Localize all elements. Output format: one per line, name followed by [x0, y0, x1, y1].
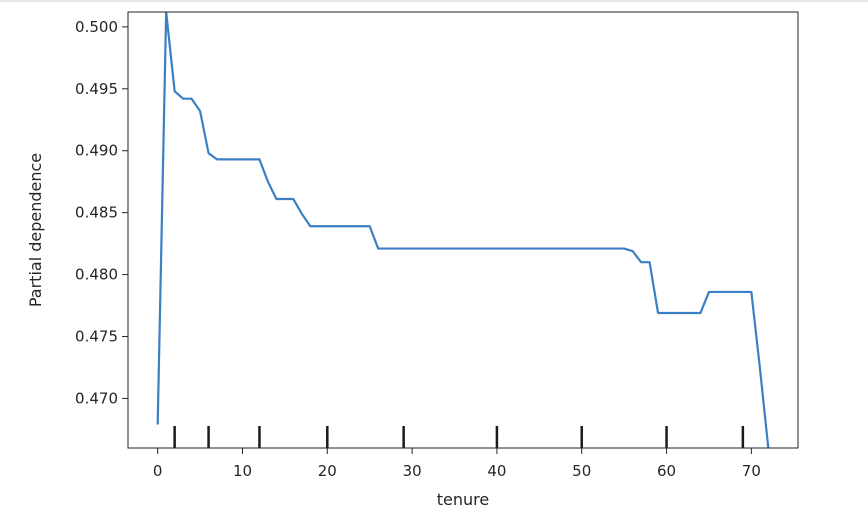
y-tick-label: 0.485 [75, 204, 118, 222]
x-tick-label: 0 [153, 462, 163, 480]
x-axis-label: tenure [437, 490, 489, 509]
plot-frame [127, 11, 799, 449]
y-tick-label: 0.490 [75, 142, 118, 160]
y-axis-ticks: 0.470 0.475 0.480 0.485 0.490 0.495 0.500 [75, 18, 128, 407]
x-tick-label: 70 [742, 462, 761, 480]
x-tick-label: 40 [487, 462, 506, 480]
x-tick-label: 10 [233, 462, 252, 480]
x-tick-label: 60 [657, 462, 676, 480]
top-divider [0, 0, 868, 2]
x-axis-ticks: 0 10 20 30 40 50 60 70 [153, 448, 761, 480]
x-tick-label: 20 [318, 462, 337, 480]
y-tick-label: 0.495 [75, 80, 118, 98]
y-axis-label: Partial dependence [26, 153, 45, 307]
x-tick-label: 50 [572, 462, 591, 480]
y-tick-label: 0.475 [75, 328, 118, 346]
decile-rug [173, 426, 745, 448]
y-tick-label: 0.500 [75, 18, 118, 36]
partial-dependence-line [156, 12, 770, 448]
x-tick-label: 30 [403, 462, 422, 480]
y-tick-label: 0.470 [75, 389, 118, 407]
y-tick-label: 0.480 [75, 266, 118, 284]
